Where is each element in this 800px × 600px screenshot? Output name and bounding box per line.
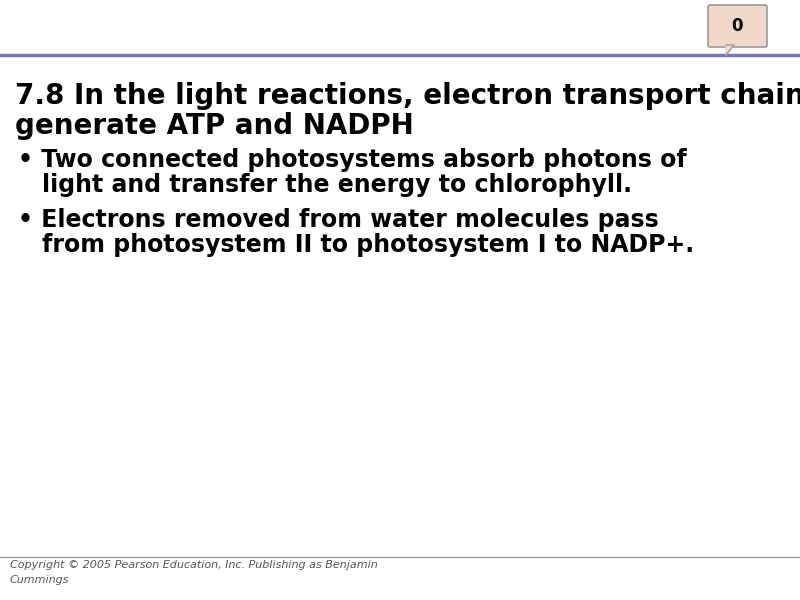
Text: 0: 0 bbox=[731, 17, 742, 35]
Text: Cummings: Cummings bbox=[10, 575, 70, 585]
Polygon shape bbox=[726, 45, 734, 55]
Text: light and transfer the energy to chlorophyll.: light and transfer the energy to chlorop… bbox=[42, 173, 632, 197]
Text: generate ATP and NADPH: generate ATP and NADPH bbox=[15, 112, 414, 140]
Text: 7.8 In the light reactions, electron transport chains: 7.8 In the light reactions, electron tra… bbox=[15, 82, 800, 110]
FancyBboxPatch shape bbox=[708, 5, 767, 47]
Text: • Electrons removed from water molecules pass: • Electrons removed from water molecules… bbox=[18, 208, 658, 232]
Text: Copyright © 2005 Pearson Education, Inc. Publishing as Benjamin: Copyright © 2005 Pearson Education, Inc.… bbox=[10, 560, 378, 570]
Text: from photosystem II to photosystem I to NADP+.: from photosystem II to photosystem I to … bbox=[42, 233, 694, 257]
Text: • Two connected photosystems absorb photons of: • Two connected photosystems absorb phot… bbox=[18, 148, 686, 172]
